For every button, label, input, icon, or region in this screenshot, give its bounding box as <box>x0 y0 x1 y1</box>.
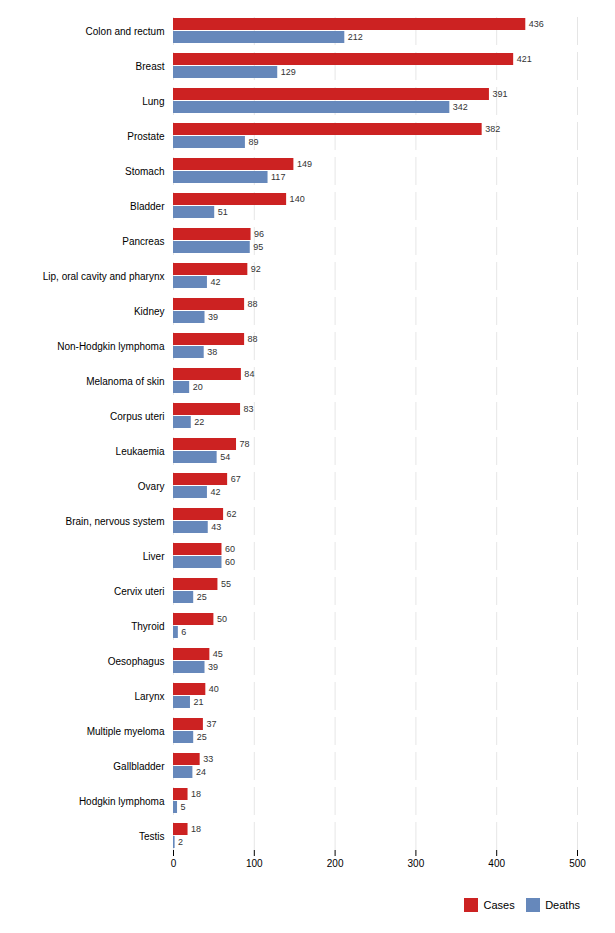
svg-text:Gallbladder: Gallbladder <box>113 761 165 772</box>
svg-text:391: 391 <box>492 89 507 99</box>
svg-text:22: 22 <box>194 417 204 427</box>
svg-text:Thyroid: Thyroid <box>131 621 164 632</box>
svg-text:Stomach: Stomach <box>125 166 164 177</box>
svg-text:Brain, nervous system: Brain, nervous system <box>66 516 165 527</box>
svg-text:0: 0 <box>171 858 177 869</box>
svg-text:42: 42 <box>210 277 220 287</box>
svg-text:43: 43 <box>211 522 221 532</box>
svg-text:39: 39 <box>208 662 218 672</box>
svg-text:100: 100 <box>246 858 263 869</box>
svg-text:20: 20 <box>193 382 203 392</box>
svg-text:25: 25 <box>197 732 207 742</box>
svg-text:Multiple myeloma: Multiple myeloma <box>87 726 165 737</box>
svg-text:400: 400 <box>488 858 505 869</box>
svg-text:Breast: Breast <box>136 61 165 72</box>
svg-text:300: 300 <box>408 858 425 869</box>
svg-text:18: 18 <box>191 789 201 799</box>
svg-text:436: 436 <box>529 19 544 29</box>
svg-text:Testis: Testis <box>139 831 165 842</box>
svg-text:37: 37 <box>206 719 216 729</box>
svg-text:Hodgkin lymphoma: Hodgkin lymphoma <box>79 796 165 807</box>
html-text:Cases: Cases <box>483 898 515 911</box>
svg-text:Colon and rectum: Colon and rectum <box>86 26 165 37</box>
svg-text:84: 84 <box>244 369 254 379</box>
svg-text:40: 40 <box>209 684 219 694</box>
svg-text:95: 95 <box>253 242 263 252</box>
svg-text:382: 382 <box>485 124 500 134</box>
svg-text:24: 24 <box>196 767 206 777</box>
svg-text:342: 342 <box>453 102 468 112</box>
svg-text:5: 5 <box>181 802 186 812</box>
svg-text:92: 92 <box>251 264 261 274</box>
svg-text:140: 140 <box>290 194 305 204</box>
svg-text:Non-Hodgkin lymphoma: Non-Hodgkin lymphoma <box>57 341 165 352</box>
svg-text:39: 39 <box>208 312 218 322</box>
svg-text:60: 60 <box>225 544 235 554</box>
svg-text:129: 129 <box>281 67 296 77</box>
svg-text:212: 212 <box>348 32 363 42</box>
svg-text:96: 96 <box>254 229 264 239</box>
svg-text:88: 88 <box>248 299 258 309</box>
svg-text:Lung: Lung <box>142 96 164 107</box>
svg-text:21: 21 <box>193 697 203 707</box>
svg-text:Kidney: Kidney <box>134 306 165 317</box>
svg-text:Oesophagus: Oesophagus <box>108 656 165 667</box>
svg-text:18: 18 <box>191 824 201 834</box>
html-text:Deaths: Deaths <box>545 898 580 911</box>
svg-text:Lip, oral cavity and pharynx: Lip, oral cavity and pharynx <box>43 271 165 282</box>
svg-text:55: 55 <box>221 579 231 589</box>
svg-text:200: 200 <box>327 858 344 869</box>
svg-text:45: 45 <box>213 649 223 659</box>
svg-text:Ovary: Ovary <box>138 481 165 492</box>
svg-text:67: 67 <box>231 474 241 484</box>
svg-text:Cervix uteri: Cervix uteri <box>114 586 165 597</box>
svg-text:Prostate: Prostate <box>127 131 165 142</box>
svg-text:33: 33 <box>203 754 213 764</box>
svg-text:Larynx: Larynx <box>134 691 164 702</box>
svg-text:89: 89 <box>248 137 258 147</box>
svg-text:25: 25 <box>197 592 207 602</box>
svg-text:6: 6 <box>181 627 186 637</box>
svg-text:2: 2 <box>178 837 183 847</box>
svg-text:Pancreas: Pancreas <box>122 236 164 247</box>
svg-text:51: 51 <box>218 207 228 217</box>
svg-text:Liver: Liver <box>143 551 165 562</box>
svg-text:38: 38 <box>207 347 217 357</box>
svg-text:149: 149 <box>297 159 312 169</box>
svg-text:42: 42 <box>210 487 220 497</box>
svg-text:421: 421 <box>517 54 532 64</box>
svg-text:60: 60 <box>225 557 235 567</box>
svg-text:83: 83 <box>244 404 254 414</box>
svg-text:78: 78 <box>240 439 250 449</box>
svg-text:88: 88 <box>248 334 258 344</box>
svg-text:500: 500 <box>569 858 586 869</box>
svg-text:Leukaemia: Leukaemia <box>116 446 165 457</box>
svg-text:62: 62 <box>227 509 237 519</box>
svg-text:50: 50 <box>217 614 227 624</box>
svg-text:117: 117 <box>271 172 285 182</box>
svg-text:54: 54 <box>220 452 230 462</box>
svg-text:Corpus uteri: Corpus uteri <box>110 411 164 422</box>
svg-text:Bladder: Bladder <box>130 201 165 212</box>
svg-text:Melanoma of skin: Melanoma of skin <box>86 376 164 387</box>
